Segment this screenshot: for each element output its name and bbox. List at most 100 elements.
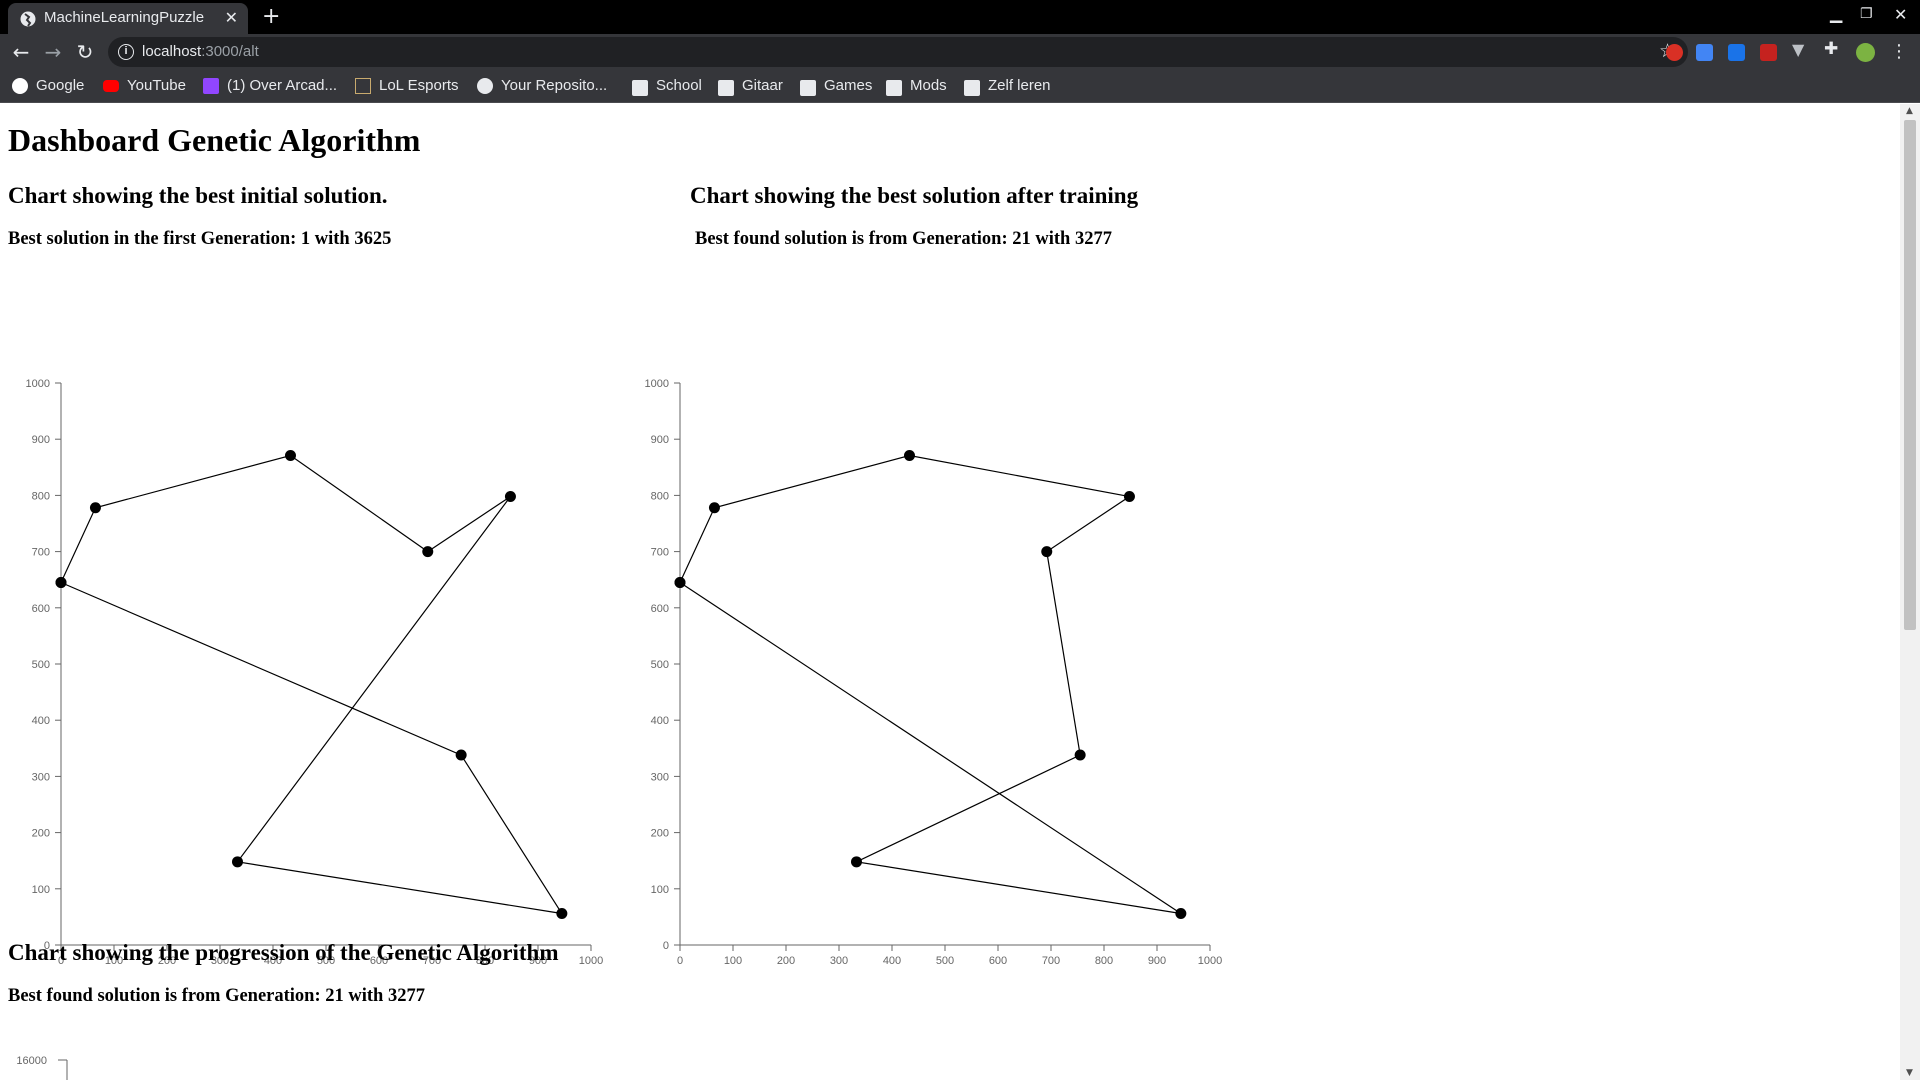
city-point	[1041, 546, 1053, 558]
y-tick-label: 300	[651, 771, 669, 783]
tab-strip: MachineLearningPuzzle ✕ + ▁ ❐ ✕	[0, 0, 1920, 34]
y-tick-label: 400	[651, 715, 669, 727]
twitch-icon	[203, 78, 219, 94]
y-tick-label: 900	[32, 434, 50, 446]
city-point	[1074, 749, 1086, 761]
x-tick-label: 400	[883, 955, 901, 967]
scroll-down-arrow-icon[interactable]: ▼	[1906, 1068, 1913, 1078]
extensions-puzzle-icon[interactable]: ✚	[1824, 39, 1839, 59]
folder-icon	[632, 80, 648, 96]
city-point	[903, 449, 915, 461]
tab-title: MachineLearningPuzzle	[44, 9, 205, 26]
restore-icon[interactable]: ❐	[1860, 6, 1873, 22]
translate-icon[interactable]	[1696, 44, 1713, 61]
address-bar[interactable]: i localhost:3000/alt ☆	[108, 37, 1688, 67]
y-tick-label: 200	[651, 828, 669, 840]
x-tick-label: 200	[777, 955, 795, 967]
y-tick-label: 1000	[26, 378, 50, 390]
github-icon	[477, 78, 493, 94]
scroll-up-arrow-icon[interactable]: ▲	[1906, 106, 1913, 116]
city-point	[556, 908, 568, 920]
x-tick-label: 800	[1095, 955, 1113, 967]
extension-icon[interactable]	[1666, 44, 1683, 61]
forward-icon[interactable]: →	[44, 40, 62, 64]
scrollbar-thumb[interactable]	[1904, 120, 1916, 630]
trained-chart-heading: Chart showing the best solution after tr…	[690, 183, 1139, 208]
reload-icon[interactable]: ↻	[76, 40, 94, 64]
route-line	[679, 454, 1182, 915]
y-tick-label: 700	[651, 547, 669, 559]
folder-icon	[886, 80, 902, 96]
x-tick-label: 900	[1148, 955, 1166, 967]
browser-tab[interactable]: MachineLearningPuzzle ✕	[8, 3, 248, 34]
initial-solution-chart: 0 100 200 300 400 500 600 700 800 900 1000 0 100 200 3…	[26, 378, 604, 967]
new-tab-icon[interactable]: +	[262, 4, 281, 29]
city-point	[674, 577, 686, 589]
y-tick-label: 100	[651, 884, 669, 896]
y-tick-label: 300	[32, 771, 50, 783]
y-tick-label: 1000	[645, 378, 669, 390]
youtube-icon	[103, 80, 119, 92]
profile-avatar[interactable]	[1856, 43, 1875, 62]
city-point	[89, 502, 101, 514]
y-tick-label: 600	[32, 603, 50, 615]
close-tab-icon[interactable]: ✕	[224, 8, 238, 27]
progression-chart-heading: Chart showing the progression of the Gen…	[8, 940, 559, 965]
globe-icon	[20, 11, 36, 27]
y-tick-label: 600	[651, 603, 669, 615]
folder-icon	[800, 80, 816, 96]
x-tick-label: 0	[677, 955, 683, 967]
extension-icon[interactable]	[1760, 44, 1777, 61]
city-point	[504, 491, 516, 503]
extension-icon[interactable]	[1728, 44, 1745, 61]
y-tick-label: 900	[651, 434, 669, 446]
site-info-icon[interactable]: i	[118, 44, 134, 60]
initial-chart-subheading: Best solution in the first Generation: 1…	[8, 229, 392, 249]
menu-kebab-icon[interactable]: ⋮	[1890, 41, 1908, 62]
y-tick-label: 400	[32, 715, 50, 727]
bookmarks-bar: Google YouTube (1) Over Arcad... LoL Esp…	[0, 70, 1920, 103]
city-point	[1123, 491, 1135, 503]
progression-chart-subheading: Best found solution is from Generation: …	[8, 986, 425, 1006]
url-text: localhost:3000/alt	[142, 43, 259, 60]
browser-toolbar: ← → ↻ i localhost:3000/alt ☆ ▼ ✚ ⋮	[0, 34, 1920, 70]
city-point	[284, 449, 296, 461]
x-tick-label: 400	[264, 955, 282, 967]
city-point	[231, 856, 243, 868]
city-point	[708, 502, 720, 514]
x-tick-label: 200	[158, 955, 176, 967]
x-tick-label: 600	[370, 955, 388, 967]
y-tick-label: 800	[651, 490, 669, 502]
initial-chart-heading: Chart showing the best initial solution.	[8, 183, 388, 208]
close-window-icon[interactable]: ✕	[1894, 5, 1908, 24]
x-tick-label: 700	[1042, 955, 1060, 967]
minimize-icon[interactable]: ▁	[1830, 4, 1843, 23]
x-tick-label: 300	[211, 955, 229, 967]
folder-icon	[964, 80, 980, 96]
y-tick-label: 500	[32, 659, 50, 671]
lol-esports-icon	[355, 78, 371, 94]
trained-solution-chart: 0 100 200 300 400 500 600 700 800 900 1000 0 100 200 3…	[645, 378, 1223, 967]
page-content: Dashboard Genetic Algorithm Chart showin…	[0, 104, 1900, 1080]
y-tick-label: 200	[32, 828, 50, 840]
city-point	[455, 749, 467, 761]
page-scrollbar[interactable]: ▲ ▼	[1900, 104, 1920, 1080]
y-tick-label: 0	[663, 940, 669, 952]
y-tick-label: 16000	[16, 1055, 47, 1067]
x-tick-label: 900	[529, 955, 547, 967]
city-point	[1175, 908, 1187, 920]
x-tick-label: 300	[830, 955, 848, 967]
folder-icon	[718, 80, 734, 96]
x-tick-label: 100	[724, 955, 742, 967]
vue-devtools-icon[interactable]: ▼	[1792, 40, 1805, 59]
google-icon	[12, 78, 28, 94]
back-icon[interactable]: ←	[12, 40, 30, 64]
x-tick-label: 800	[476, 955, 494, 967]
y-tick-label: 800	[32, 490, 50, 502]
y-tick-label: 0	[44, 940, 50, 952]
x-tick-label: 700	[423, 955, 441, 967]
page-title: Dashboard Genetic Algorithm	[8, 122, 421, 158]
x-tick-label: 0	[58, 955, 64, 967]
trained-chart-subheading: Best found solution is from Generation: …	[695, 229, 1112, 249]
y-tick-label: 500	[651, 659, 669, 671]
